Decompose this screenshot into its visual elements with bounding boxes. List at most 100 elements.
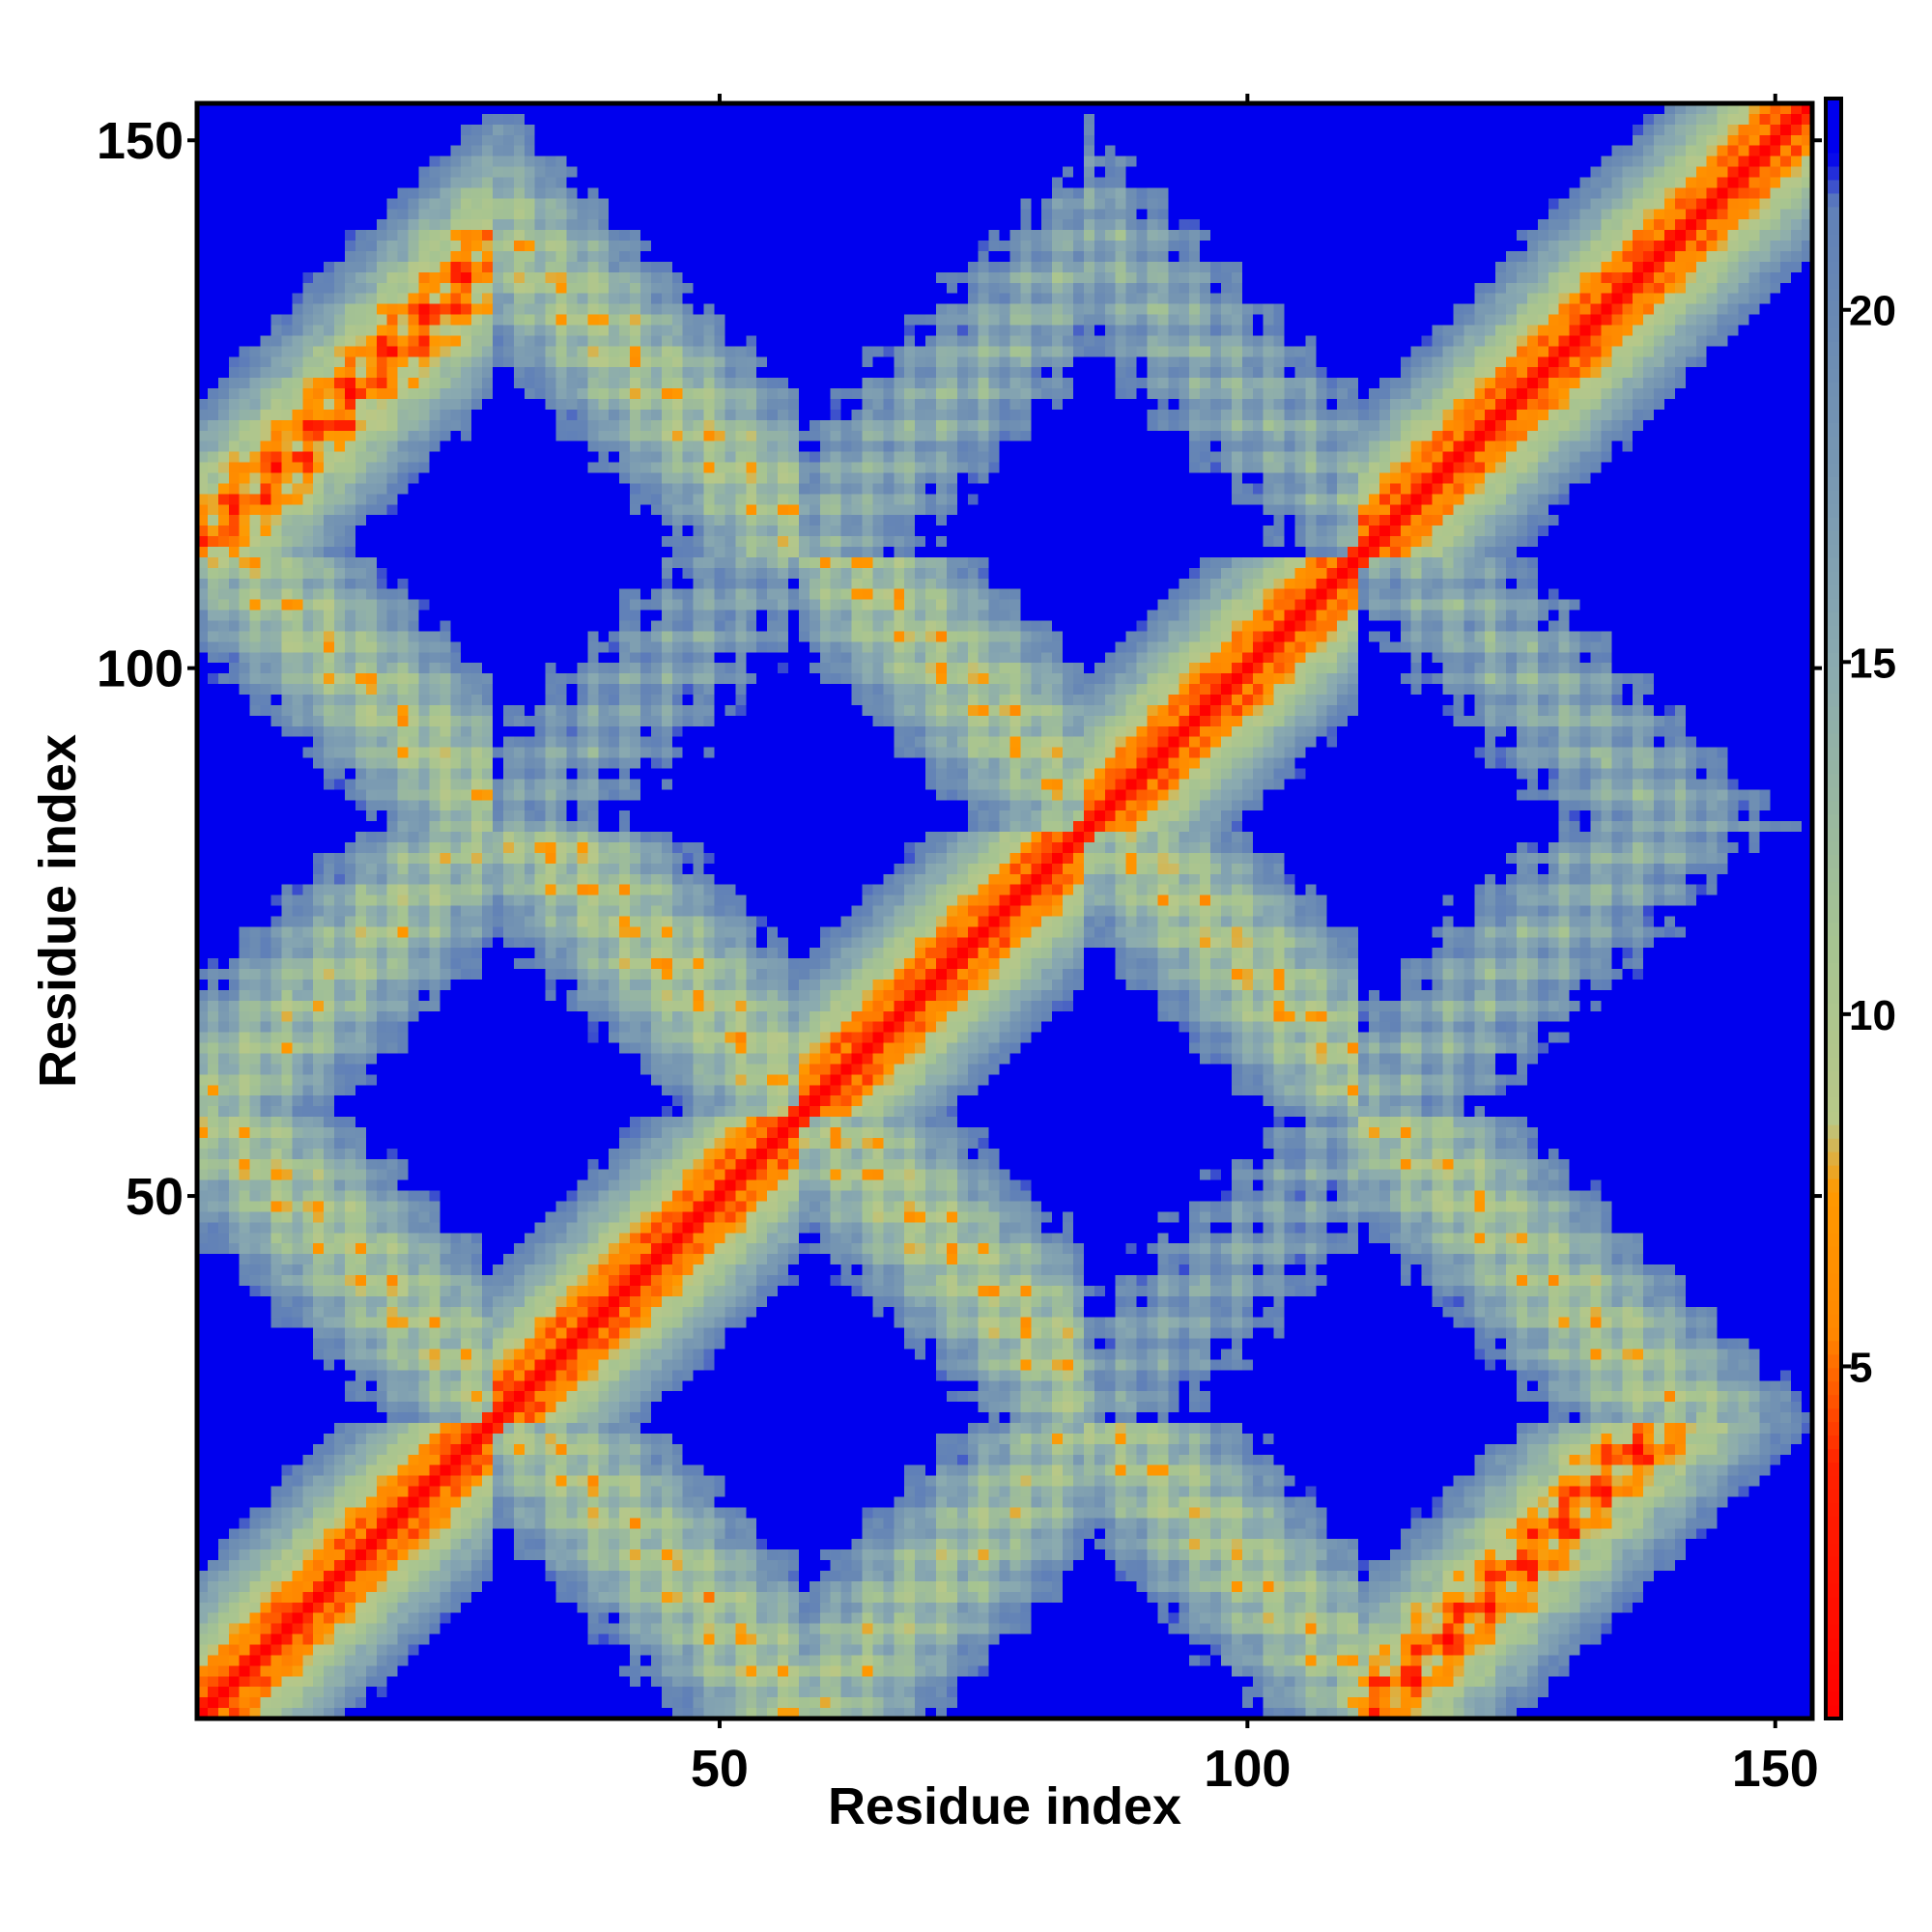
colorbar-segment xyxy=(1826,152,1841,167)
colorbar-segment xyxy=(1826,773,1841,788)
colorbar-segment xyxy=(1826,908,1841,923)
colorbar-segment xyxy=(1826,327,1841,343)
colorbar-segment xyxy=(1826,449,1841,464)
colorbar-segment xyxy=(1826,1043,1841,1058)
colorbar-segment xyxy=(1826,233,1841,248)
colorbar-segment xyxy=(1826,1691,1841,1706)
colorbar-segment xyxy=(1826,476,1841,491)
colorbar-segment xyxy=(1826,1529,1841,1544)
colorbar-segment xyxy=(1826,1651,1841,1665)
colorbar-segment xyxy=(1826,813,1841,829)
colorbar-segment xyxy=(1826,1124,1841,1139)
colorbar-segment xyxy=(1826,1597,1841,1611)
colorbar-segment xyxy=(1826,639,1841,653)
colorbar-segment xyxy=(1826,1030,1841,1044)
colorbar-segment xyxy=(1826,1057,1841,1071)
colorbar-segment xyxy=(1826,99,1841,113)
colorbar-segment xyxy=(1826,1218,1841,1234)
colorbar-segment xyxy=(1826,1448,1841,1463)
colorbar-segment xyxy=(1826,1111,1841,1125)
colorbar-segment xyxy=(1826,827,1841,842)
colorbar-segment xyxy=(1826,854,1841,869)
y-tick-label: 150 xyxy=(97,112,184,170)
colorbar-segment xyxy=(1826,1179,1841,1193)
colorbar-segment xyxy=(1826,314,1841,329)
colorbar-segment xyxy=(1826,625,1841,639)
colorbar-segment xyxy=(1826,179,1841,194)
colorbar-segment xyxy=(1826,1664,1841,1679)
colorbar-frame xyxy=(1824,97,1843,1720)
colorbar-segment xyxy=(1826,463,1841,477)
y-axis-title: Residue index xyxy=(29,734,87,1088)
x-tick-label: 150 xyxy=(1732,1740,1819,1798)
colorbar-segment xyxy=(1826,1678,1841,1692)
colorbar-segment xyxy=(1826,1313,1841,1328)
colorbar-segment xyxy=(1826,1583,1841,1598)
colorbar-segment xyxy=(1826,732,1841,748)
colorbar-segment xyxy=(1826,1380,1841,1396)
y-tick-label: 100 xyxy=(97,640,184,698)
colorbar-segment xyxy=(1826,1340,1841,1355)
colorbar-segment xyxy=(1826,705,1841,721)
colorbar-segment xyxy=(1826,1435,1841,1450)
colorbar-segment xyxy=(1826,1475,1841,1491)
colorbar-segment xyxy=(1826,111,1841,127)
colorbar-segment xyxy=(1826,1016,1841,1031)
colorbar-segment xyxy=(1826,1232,1841,1247)
colorbar-segment xyxy=(1826,949,1841,963)
colorbar-segment xyxy=(1826,1165,1841,1179)
colorbar-segment xyxy=(1826,368,1841,384)
colorbar-segment xyxy=(1826,1705,1841,1719)
colorbar-segment xyxy=(1826,1003,1841,1017)
colorbar-segment xyxy=(1826,300,1841,316)
colorbar-segment xyxy=(1826,786,1841,802)
colorbar-segment xyxy=(1826,395,1841,411)
colorbar-segment xyxy=(1826,260,1841,275)
colorbar-segment xyxy=(1826,989,1841,1004)
colorbar-segment xyxy=(1826,1367,1841,1382)
colorbar-segment xyxy=(1826,517,1841,531)
colorbar xyxy=(1824,97,1843,1720)
colorbar-segment xyxy=(1826,165,1841,181)
x-tick-label: 100 xyxy=(1204,1740,1291,1798)
colorbar-segment xyxy=(1826,287,1841,302)
colorbar-segment xyxy=(1826,436,1841,450)
colorbar-segment xyxy=(1826,1259,1841,1274)
colorbar-segment xyxy=(1826,1570,1841,1584)
colorbar-segment xyxy=(1826,1610,1841,1625)
colorbar-segment xyxy=(1826,1097,1841,1112)
colorbar-segment xyxy=(1826,1138,1841,1152)
colorbar-segment xyxy=(1826,1637,1841,1652)
colorbar-tick-label: 15 xyxy=(1849,639,1896,687)
colorbar-segment xyxy=(1826,962,1841,977)
colorbar-segment xyxy=(1826,1394,1841,1409)
colorbar-segment xyxy=(1826,1070,1841,1085)
colorbar-segment xyxy=(1826,800,1841,815)
colorbar-segment xyxy=(1826,273,1841,289)
colorbar-segment xyxy=(1826,976,1841,990)
colorbar-segment xyxy=(1826,503,1841,518)
colorbar-segment xyxy=(1826,895,1841,910)
colorbar-segment xyxy=(1826,1462,1841,1477)
colorbar-segment xyxy=(1826,341,1841,356)
colorbar-segment xyxy=(1826,1516,1841,1530)
colorbar-tick-label: 20 xyxy=(1849,288,1896,335)
plot-frame xyxy=(194,100,1815,1721)
colorbar-segment xyxy=(1826,665,1841,680)
colorbar-segment xyxy=(1826,1272,1841,1288)
colorbar-segment xyxy=(1826,611,1841,626)
colorbar-tick-label: 5 xyxy=(1849,1344,1872,1391)
colorbar-segment xyxy=(1826,1245,1841,1261)
colorbar-segment xyxy=(1826,1353,1841,1369)
x-tick-label: 50 xyxy=(691,1740,749,1798)
distance-heatmap xyxy=(197,103,1812,1719)
colorbar-segment xyxy=(1826,490,1841,504)
colorbar-segment xyxy=(1826,840,1841,856)
colorbar-segment xyxy=(1826,1489,1841,1503)
colorbar-segment xyxy=(1826,1543,1841,1557)
colorbar-segment xyxy=(1826,922,1841,937)
colorbar-segment xyxy=(1826,719,1841,734)
colorbar-segment xyxy=(1826,1286,1841,1301)
colorbar-segment xyxy=(1826,409,1841,423)
